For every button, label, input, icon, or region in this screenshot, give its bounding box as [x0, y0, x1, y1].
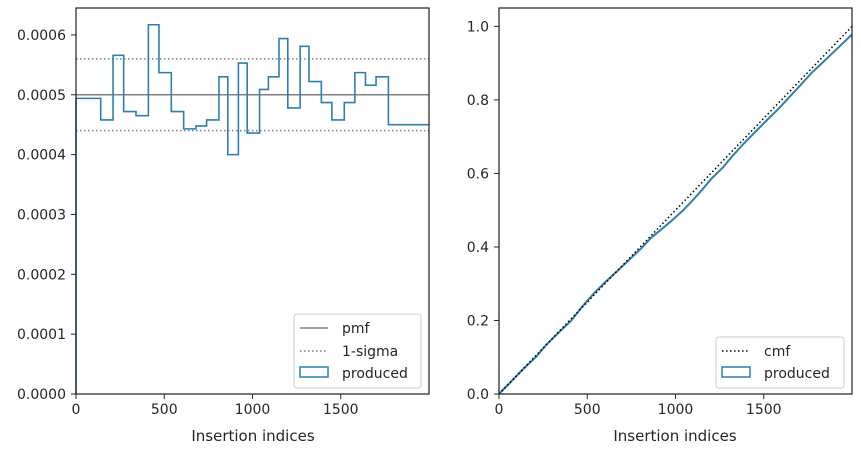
pmf-x-tick-label: 0 [72, 402, 81, 418]
cmf-x-axis-label: Insertion indices [613, 427, 736, 445]
cmf-axis-ticks: 0 500 1000 1500 0.0 0.2 0.4 0.6 0.8 1.0 [467, 19, 782, 418]
cmf-x-tick-label: 1000 [658, 402, 694, 418]
pmf-histogram-panel: 0 500 1000 1500 0.0000 0.0001 0.0002 0.0003 0.00… [17, 7, 430, 445]
cmf-axes-frame [498, 7, 853, 395]
cmf-y-tick-label: 0.6 [467, 166, 489, 182]
produced-legend-label: produced [342, 366, 408, 382]
pmf-x-tick-label: 1500 [323, 402, 359, 418]
cmf-x-tick-label: 0 [495, 402, 504, 418]
cmf-y-tick-label: 0.8 [467, 93, 489, 109]
cmf-produced-legend-label: produced [764, 366, 830, 382]
pmf-y-tick-label: 0.0001 [17, 327, 66, 343]
cmf-y-tick-label: 1.0 [467, 19, 489, 35]
cmf-y-tick-label: 0.4 [467, 240, 489, 256]
pmf-histogram-marks [75, 23, 429, 394]
sigma-legend-label: 1-sigma [342, 344, 398, 360]
pmf-y-tick-label: 0.0006 [17, 28, 66, 44]
pmf-x-tick-label: 1000 [235, 402, 271, 418]
cmf-legend-box [715, 336, 845, 389]
cmf-x-tick-label: 1500 [746, 402, 782, 418]
cmf-legend: cmf produced [715, 336, 845, 389]
pmf-x-axis-label: Insertion indices [191, 427, 314, 445]
pmf-y-tick-label: 0.0005 [17, 88, 66, 104]
pmf-x-tick-label: 500 [151, 402, 178, 418]
cmf-y-tick-label: 0.2 [467, 313, 489, 329]
produced-histogram-step [75, 23, 429, 394]
cmf-reference-line [498, 25, 853, 395]
pmf-y-tick-label: 0.0000 [17, 387, 66, 403]
cmf-panel: 0 500 1000 1500 0.0 0.2 0.4 0.6 0.8 1.0 Insertion… [467, 7, 853, 445]
pmf-legend: pmf 1-sigma produced [293, 313, 422, 389]
cmf-y-tick-label: 0.0 [467, 387, 489, 403]
pmf-axis-ticks: 0 500 1000 1500 0.0000 0.0001 0.0002 0.0003 0.00… [17, 28, 359, 418]
cmf-x-tick-label: 500 [574, 402, 601, 418]
cmf-legend-label: cmf [764, 344, 791, 360]
pmf-y-tick-label: 0.0002 [17, 267, 66, 283]
produced-cmf-line [498, 33, 853, 395]
pmf-legend-label: pmf [342, 321, 371, 337]
pmf-y-tick-label: 0.0003 [17, 207, 66, 223]
produced-legend-patch-icon [299, 366, 329, 378]
cmf-marks [498, 25, 853, 395]
pmf-legend-box [293, 313, 422, 389]
pmf-y-tick-label: 0.0004 [17, 148, 66, 164]
cmf-produced-legend-patch-icon [721, 366, 751, 378]
